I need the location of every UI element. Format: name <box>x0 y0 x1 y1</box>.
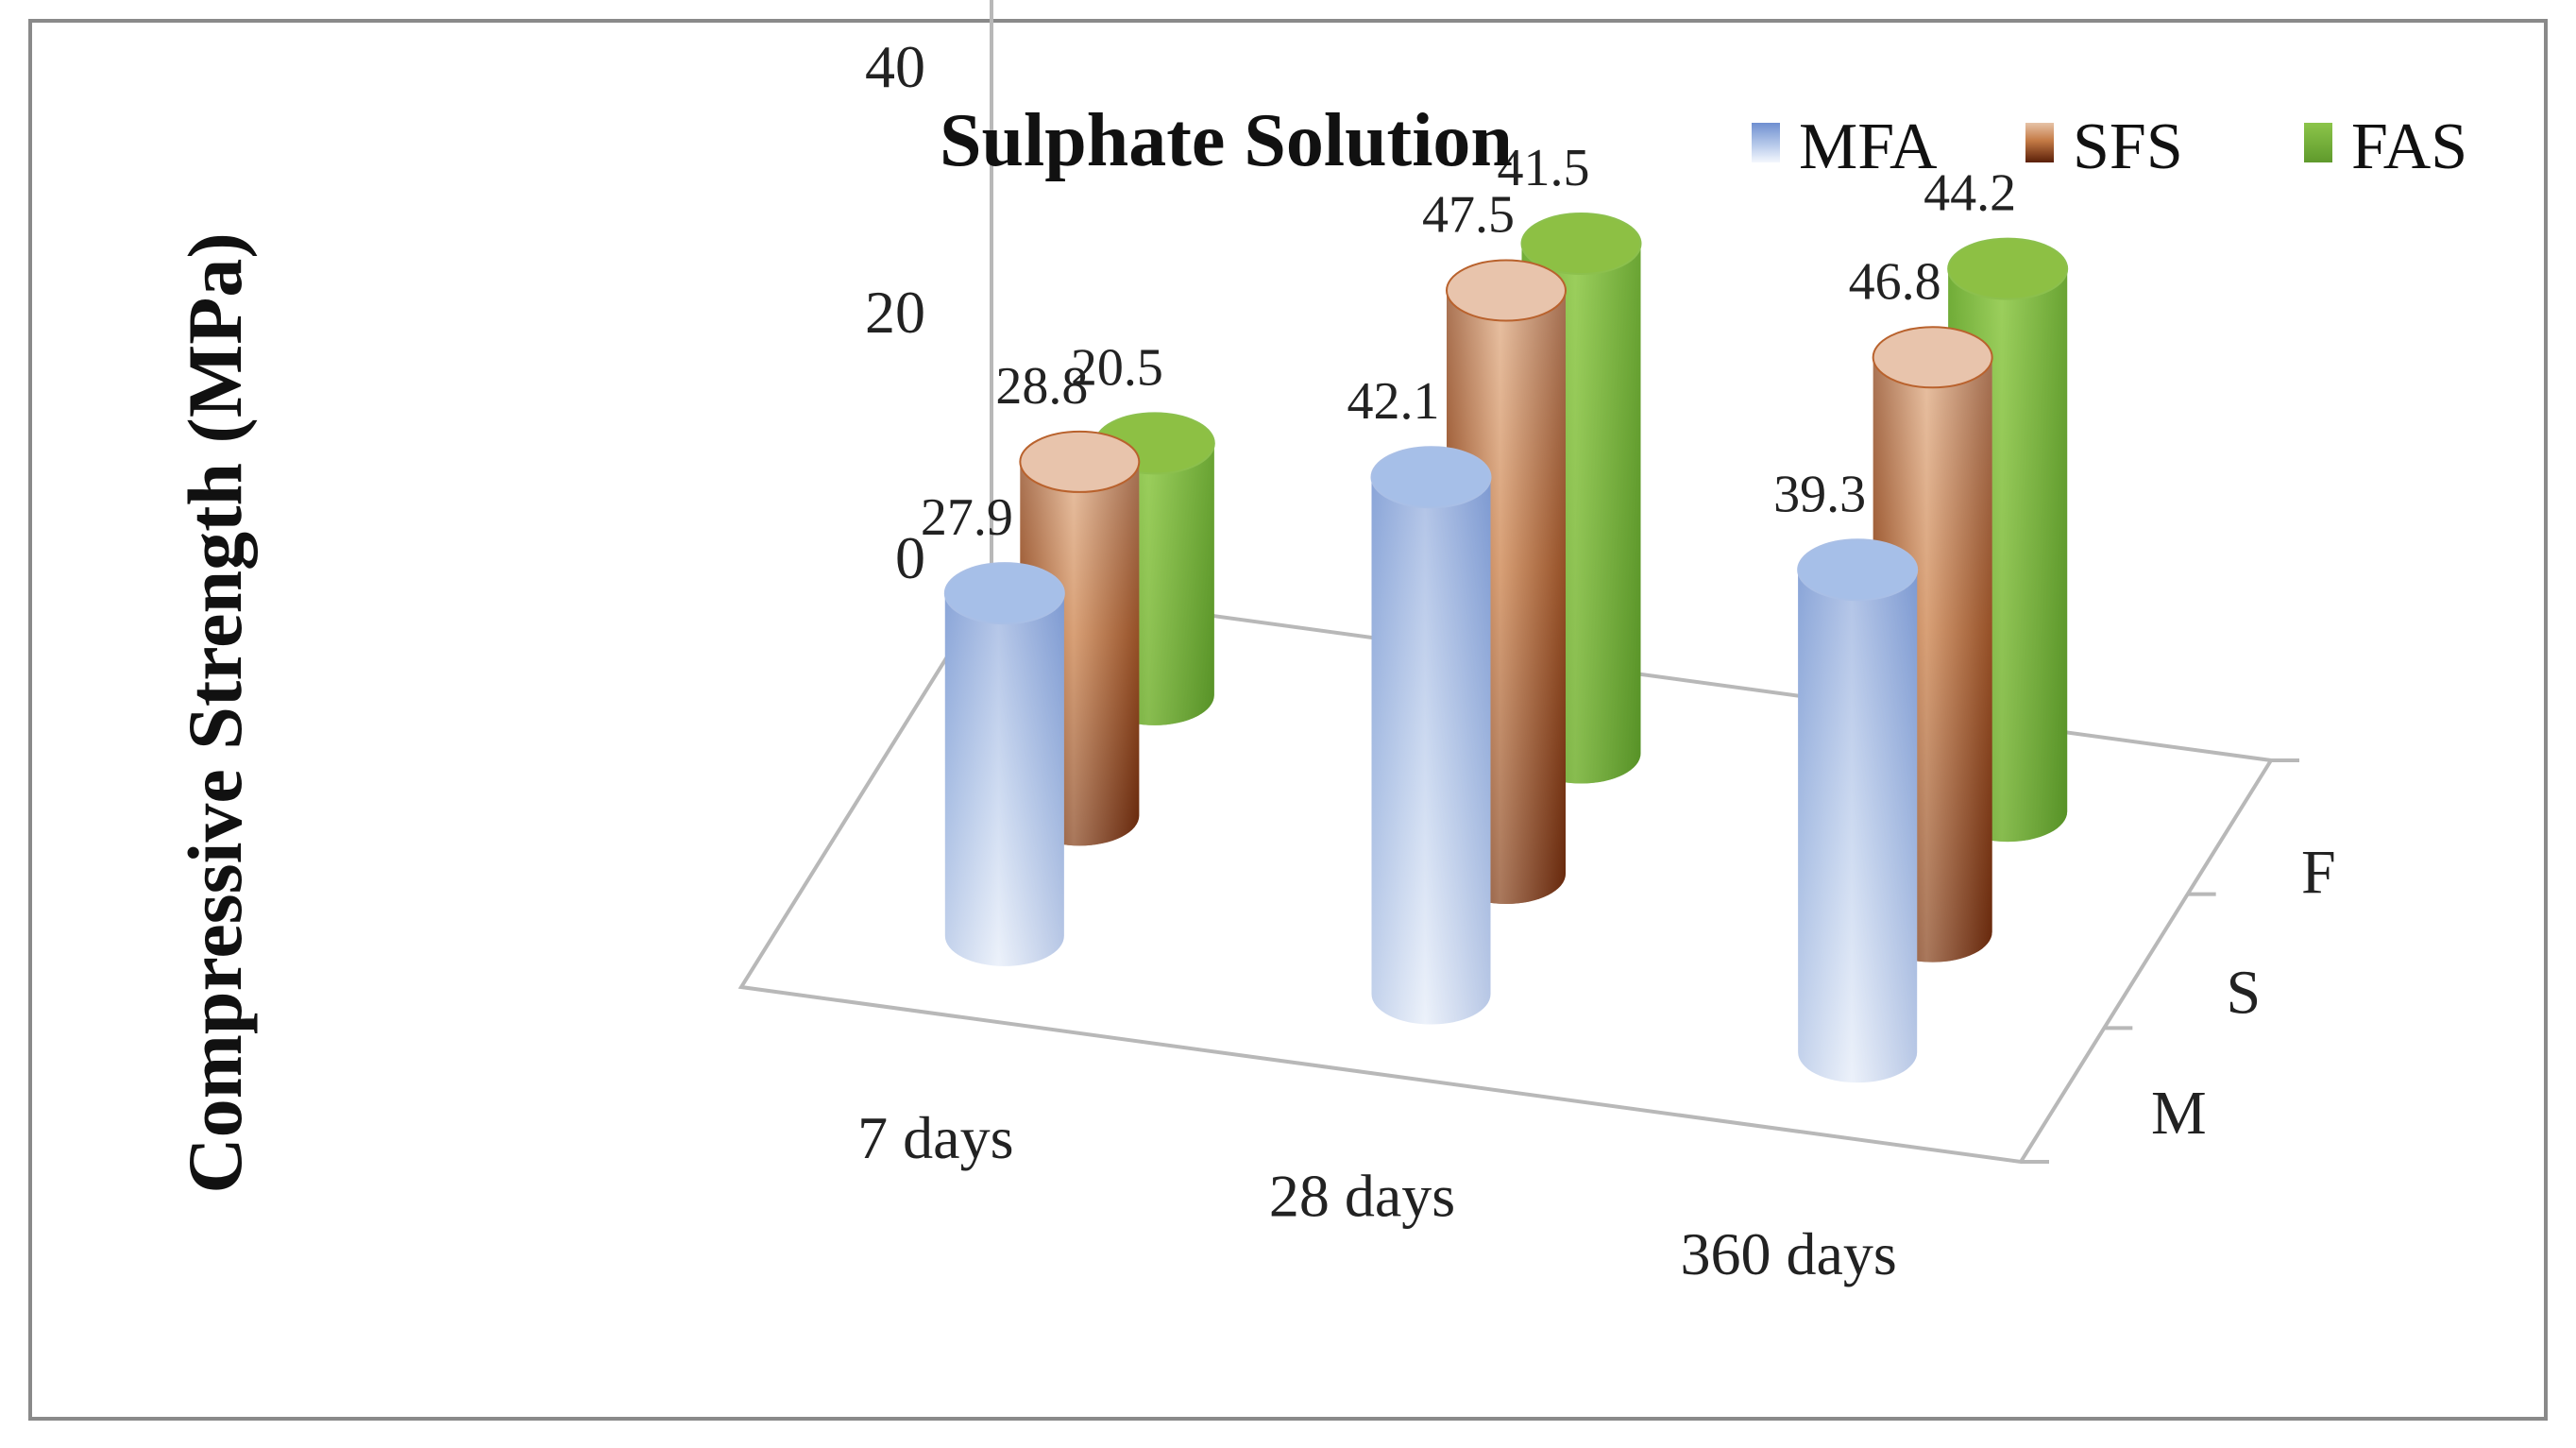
bar-top <box>1797 538 1919 602</box>
category-label: 360 days <box>1681 1220 1897 1287</box>
category-label: 28 days <box>1269 1163 1455 1230</box>
bar-top <box>1520 213 1642 275</box>
y-tick-label: 0 <box>895 524 925 591</box>
bars-group <box>943 213 2069 1083</box>
bar-top <box>943 562 1065 625</box>
bar-top <box>1370 446 1492 509</box>
bar-top <box>1446 259 1567 322</box>
data-label: 47.5 <box>1422 186 1515 245</box>
legend-swatch <box>2025 123 2054 162</box>
y-tick-label: 20 <box>865 279 925 346</box>
data-label: 44.2 <box>1924 164 2016 223</box>
data-label: 46.8 <box>1849 252 1941 311</box>
bar-mfa-2 <box>1370 446 1492 1025</box>
legend-item-fas: FAS <box>2304 111 2467 183</box>
bar-shading <box>944 593 1064 966</box>
legend-swatch <box>1752 123 1780 162</box>
y-tick-label: 40 <box>865 33 925 100</box>
depth-axis-labels: MSF <box>2151 838 2336 1148</box>
bar-mfa-3 <box>1797 538 1919 1083</box>
legend-item-sfs: SFS <box>2025 111 2183 183</box>
legend-label: MFA <box>1799 111 1938 183</box>
data-labels: 20.5 41.5 44.2 28.8 47.5 46.8 27.9 42.1 39.3 <box>921 139 2016 547</box>
bar-top <box>1947 237 2069 300</box>
depth-label: F <box>2301 838 2336 907</box>
category-label: 7 days <box>857 1104 1013 1171</box>
data-label: 39.3 <box>1773 465 1866 523</box>
data-label: 41.5 <box>1498 139 1590 197</box>
y-axis-ticks: 0204060 <box>865 33 925 591</box>
y-axis-label: Compressive Strength (MPa) <box>172 232 258 1193</box>
data-label: 20.5 <box>1071 338 1163 397</box>
legend: MFA SFS FAS <box>1752 111 2467 183</box>
legend-label: SFS <box>2073 111 2183 183</box>
bar-top <box>1019 430 1141 493</box>
chart-axes <box>737 0 2299 1165</box>
bar-shading <box>1371 477 1491 1025</box>
data-label: 27.9 <box>921 488 1013 547</box>
data-label: 42.1 <box>1347 372 1440 431</box>
chart-frame <box>28 19 2548 1421</box>
depth-label: S <box>2227 959 2262 1028</box>
legend-label: FAS <box>2351 111 2467 183</box>
chart-title: Sulphate Solution <box>940 99 1513 182</box>
data-label: 28.8 <box>995 357 1088 416</box>
bar-mfa-1 <box>943 562 1065 966</box>
bar-shading <box>1798 570 1918 1083</box>
x-axis-categories: 7 days 28 days 360 days <box>857 1104 1897 1287</box>
depth-label: M <box>2151 1079 2207 1148</box>
legend-swatch <box>2304 123 2332 162</box>
legend-item-mfa: MFA <box>1752 111 1938 183</box>
bar-top <box>1872 326 1993 389</box>
